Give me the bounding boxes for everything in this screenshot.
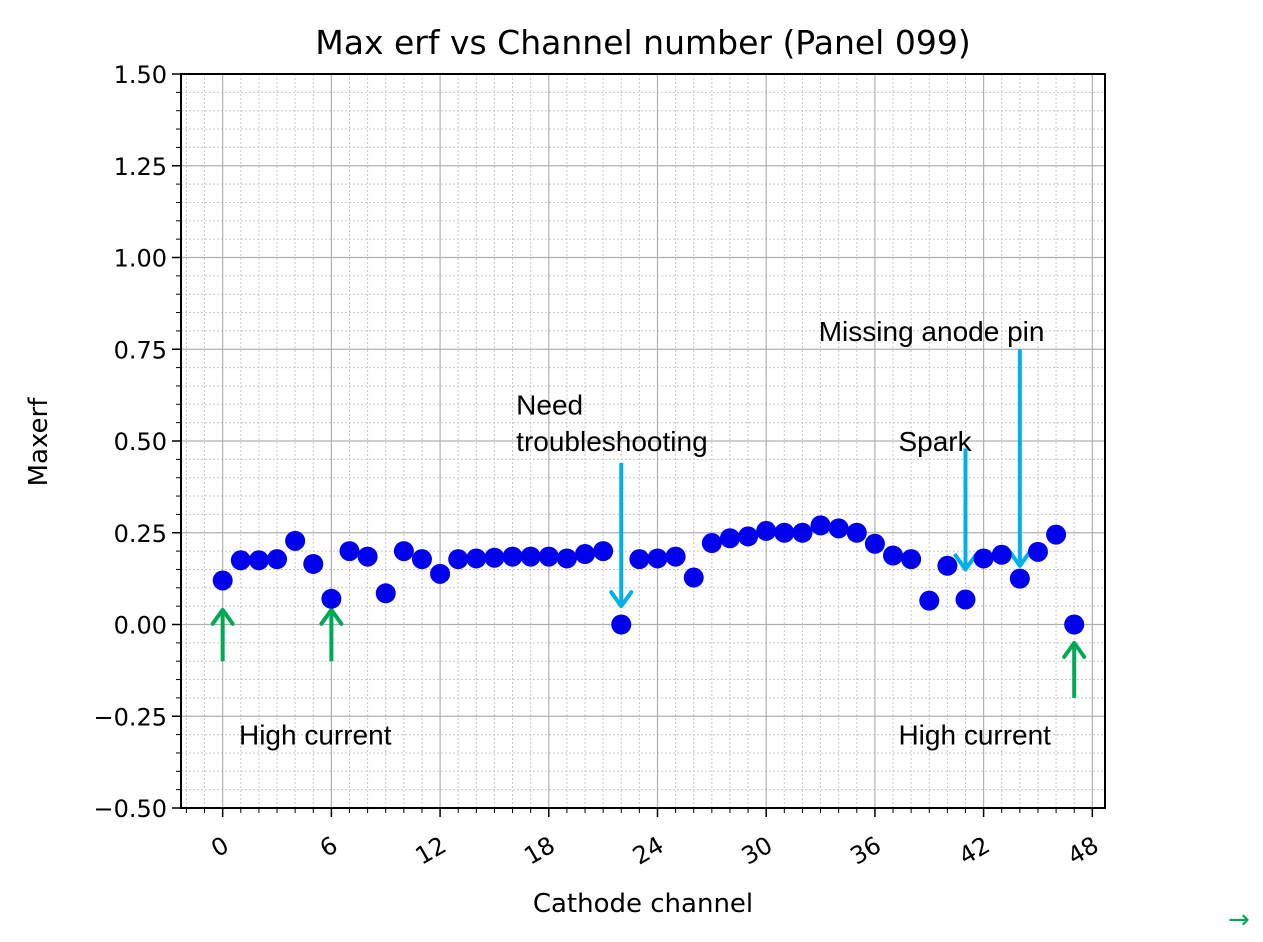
data-point bbox=[901, 549, 922, 570]
annotation-text: troubleshooting bbox=[516, 426, 707, 457]
data-point bbox=[756, 520, 777, 541]
data-point bbox=[846, 522, 867, 543]
x-axis-label: Cathode channel bbox=[533, 889, 753, 919]
data-point bbox=[448, 549, 469, 570]
data-point bbox=[520, 546, 541, 567]
y-tick-label: 0.75 bbox=[114, 336, 167, 364]
annotation-arrow-head bbox=[1007, 549, 1032, 568]
data-point bbox=[1027, 541, 1048, 562]
data-point bbox=[719, 528, 740, 549]
data-point bbox=[1009, 568, 1030, 589]
y-tick-label: −0.50 bbox=[93, 795, 167, 823]
data-point bbox=[683, 567, 704, 588]
data-point bbox=[502, 546, 523, 567]
x-tick-label: 48 bbox=[1063, 831, 1103, 871]
y-tick-label: 1.00 bbox=[114, 245, 167, 273]
data-point bbox=[430, 563, 451, 584]
data-point bbox=[883, 545, 904, 566]
annotation-text: Need bbox=[516, 389, 583, 420]
y-tick-label: 1.50 bbox=[114, 61, 167, 89]
x-tick-label: 18 bbox=[519, 831, 559, 871]
data-point bbox=[647, 548, 668, 569]
data-point bbox=[593, 541, 614, 562]
data-point bbox=[1046, 524, 1067, 545]
x-tick-labels: 0 6 12 18 24 30 36 42 48 bbox=[206, 831, 1103, 871]
data-point bbox=[466, 548, 487, 569]
data-point bbox=[864, 533, 885, 554]
y-tick-label: −0.25 bbox=[93, 703, 167, 731]
data-point bbox=[538, 546, 559, 567]
y-tick-labels: 1.50 1.25 1.00 0.75 0.50 0.25 0.00 −0.25 −0.50 bbox=[93, 61, 167, 823]
chart-title: Max erf vs Channel number (Panel 099) bbox=[315, 23, 970, 62]
data-point bbox=[575, 544, 596, 565]
data-point bbox=[991, 544, 1012, 565]
data-point bbox=[411, 549, 432, 570]
data-point bbox=[339, 541, 360, 562]
y-tick-label: 0.50 bbox=[114, 428, 167, 456]
annotation-arrow-head bbox=[609, 590, 634, 609]
annotation-arrow-head bbox=[210, 607, 235, 626]
data-point bbox=[810, 515, 831, 536]
data-point bbox=[1064, 614, 1085, 635]
corner-arrow-icon: → bbox=[1228, 905, 1250, 935]
data-point bbox=[248, 550, 269, 571]
x-tick-label: 36 bbox=[845, 831, 885, 871]
annotation-text: Missing anode pin bbox=[819, 316, 1045, 347]
data-point bbox=[267, 549, 288, 570]
annotation-arrow-head bbox=[319, 607, 344, 626]
data-point bbox=[611, 614, 632, 635]
data-point bbox=[701, 533, 722, 554]
data-point bbox=[774, 522, 795, 543]
y-axis-label: Maxerf bbox=[24, 397, 54, 487]
x-tick-label: 0 bbox=[206, 831, 233, 863]
data-point bbox=[738, 526, 759, 547]
data-points bbox=[212, 515, 1085, 635]
y-tick-label: 0.25 bbox=[114, 520, 167, 548]
data-point bbox=[556, 548, 577, 569]
data-point bbox=[629, 549, 650, 570]
data-point bbox=[937, 555, 958, 576]
data-point bbox=[285, 530, 306, 551]
x-tick-label: 24 bbox=[628, 831, 668, 871]
data-point bbox=[321, 588, 342, 609]
annotation-arrow-head bbox=[953, 553, 978, 572]
annotation-text: High current bbox=[239, 720, 392, 751]
data-point bbox=[484, 547, 505, 568]
data-point bbox=[303, 553, 324, 574]
data-point bbox=[212, 570, 233, 591]
y-tick-label: 0.00 bbox=[114, 612, 167, 640]
data-point bbox=[828, 518, 849, 539]
x-tick-label: 12 bbox=[411, 831, 451, 871]
y-tick-label: 1.25 bbox=[114, 153, 167, 181]
x-tick-label: 42 bbox=[954, 831, 994, 871]
data-point bbox=[375, 583, 396, 604]
data-point bbox=[393, 541, 414, 562]
annotation-texts: High current Need troubleshooting Spark Miss… bbox=[239, 316, 1051, 751]
data-point bbox=[919, 590, 940, 611]
annotation-arrows bbox=[210, 349, 1087, 698]
x-tick-label: 6 bbox=[315, 831, 342, 863]
data-point bbox=[665, 546, 686, 567]
minor-grid bbox=[181, 74, 1105, 808]
annotation-text: Spark bbox=[898, 426, 972, 457]
x-tick-label: 30 bbox=[737, 831, 777, 871]
data-point bbox=[955, 589, 976, 610]
annotation-arrow-head bbox=[1062, 640, 1087, 659]
data-point bbox=[792, 522, 813, 543]
data-point bbox=[973, 548, 994, 569]
annotation-text: High current bbox=[898, 720, 1051, 751]
data-point bbox=[357, 546, 378, 567]
data-point bbox=[230, 550, 251, 571]
axis-ticks bbox=[172, 73, 1094, 817]
